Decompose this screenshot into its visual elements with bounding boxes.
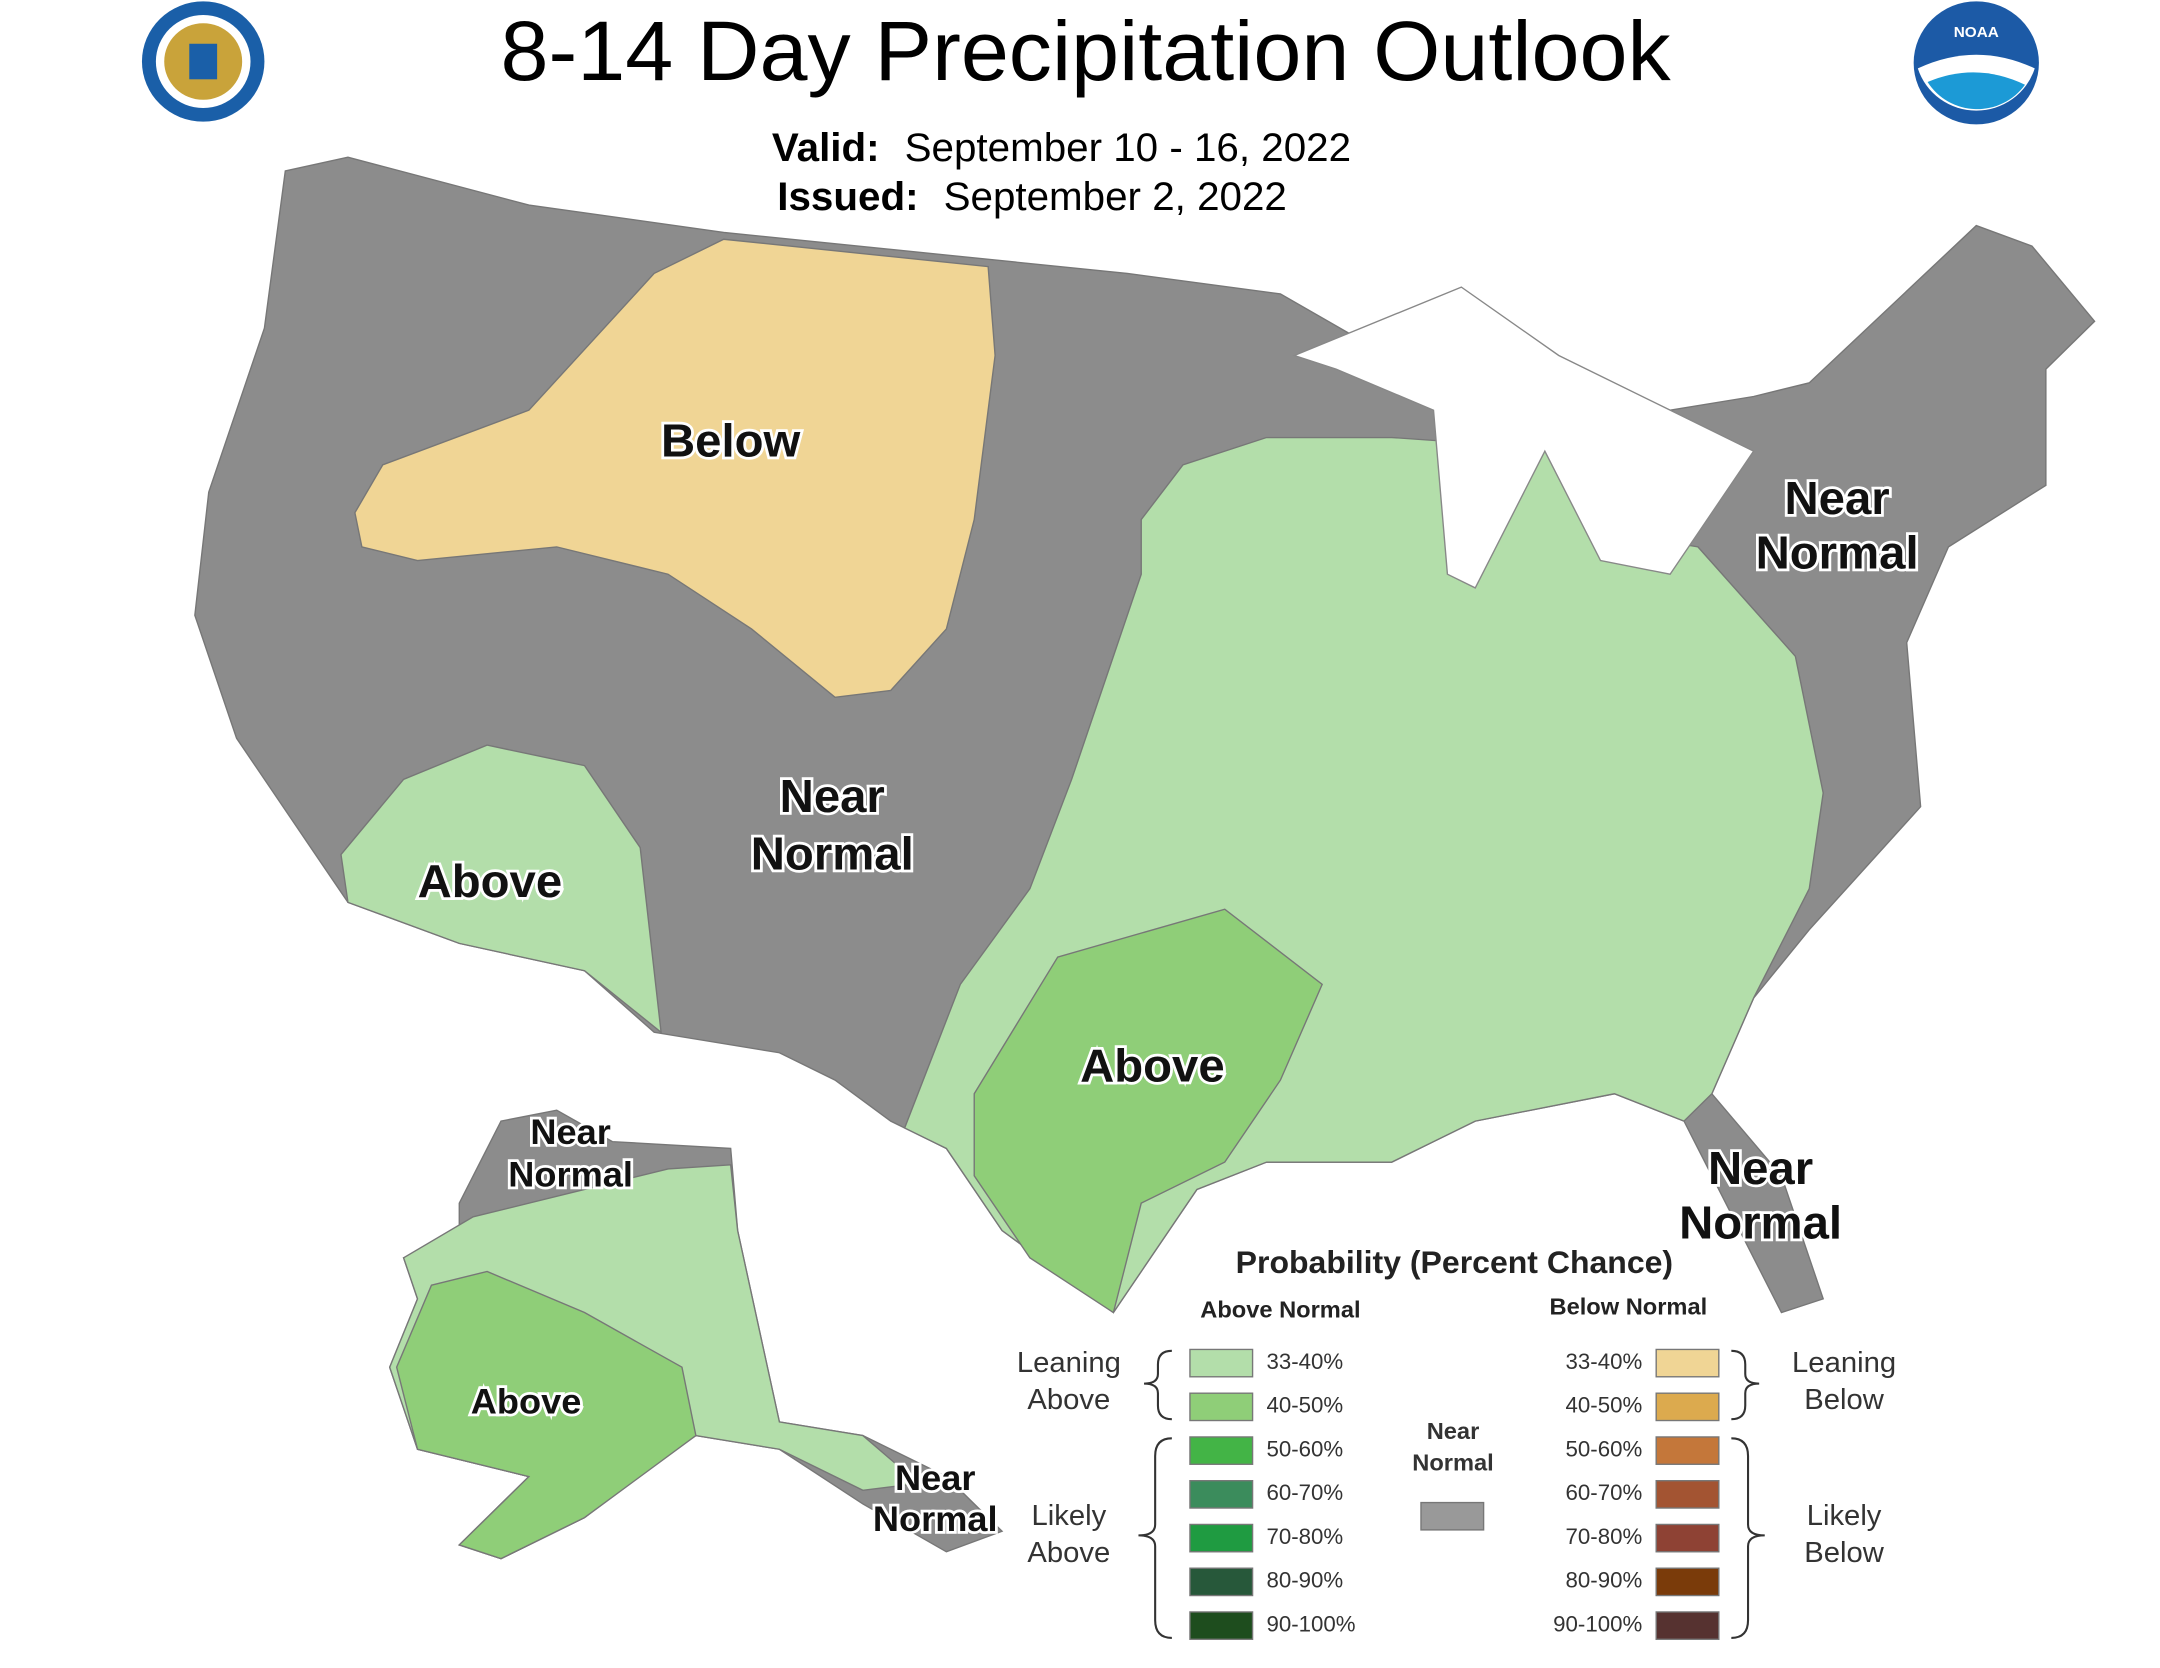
map-label: Normal [508, 1155, 633, 1195]
legend-swatch [1189, 1567, 1254, 1597]
valid-label: Valid: [772, 126, 880, 170]
legend-group-label: Above [1027, 1537, 1110, 1569]
legend-group-label: Leaning [1017, 1347, 1121, 1379]
legend-group-label: Leaning [1792, 1347, 1896, 1379]
map-label: Above [418, 855, 563, 907]
legend-label: 33-40% [1266, 1349, 1343, 1374]
legend-label: 70-80% [1566, 1524, 1643, 1549]
legend-swatch [1655, 1611, 1720, 1640]
legend-swatch [1189, 1480, 1254, 1509]
legend-swatch [1189, 1611, 1254, 1640]
map-label: Above [1080, 1040, 1225, 1092]
legend-swatch [1655, 1436, 1720, 1465]
legend-group-label: Above [1027, 1384, 1110, 1416]
legend-group-label: Likely [1031, 1500, 1106, 1532]
great-lakes [1292, 286, 1755, 589]
legend-above-header: Above Normal [1200, 1296, 1360, 1322]
noaa-logo-text: NOAA [1954, 24, 1999, 41]
map-label: Normal [873, 1499, 998, 1539]
legend-label: 60-70% [1566, 1480, 1643, 1505]
legend-swatch [1189, 1523, 1254, 1553]
map-label: Near [1708, 1142, 1813, 1194]
alaska-above-dark [395, 1270, 697, 1560]
map-label: Near [895, 1458, 975, 1498]
legend-label: 70-80% [1266, 1524, 1343, 1549]
map-label: Above [471, 1382, 582, 1422]
map-label: Normal [1756, 527, 1919, 579]
issued-date: September 2, 2022 [944, 175, 1287, 219]
legend-label: 50-60% [1266, 1437, 1343, 1462]
above-texas-region [973, 908, 1324, 1314]
legend-label: 90-100% [1553, 1612, 1642, 1637]
legend-label: 60-70% [1266, 1480, 1343, 1505]
legend-label: 33-40% [1566, 1349, 1643, 1374]
legend-swatch [1189, 1348, 1254, 1378]
legend-swatch [1655, 1523, 1720, 1553]
issued-label: Issued: [777, 175, 918, 219]
legend-group-label: Likely [1807, 1500, 1882, 1532]
map-label: Near [780, 770, 885, 822]
legend-swatch [1189, 1392, 1254, 1422]
legend-swatch [1655, 1480, 1720, 1509]
legend-near-normal-label: Near [1427, 1418, 1480, 1444]
map-label: Normal [1679, 1197, 1842, 1249]
legend-swatch [1189, 1436, 1254, 1465]
legend-group-label: Below [1804, 1384, 1884, 1416]
legend-title: Probability (Percent Chance) [1236, 1244, 1673, 1280]
map-label: Normal [751, 828, 914, 880]
noaa-logo [1913, 1, 2039, 125]
legend-below-header: Below Normal [1550, 1294, 1708, 1320]
legend-label: 40-50% [1566, 1393, 1643, 1418]
legend-braces [1138, 1349, 1765, 1639]
legend-label: 50-60% [1566, 1437, 1643, 1462]
map-label: Below [661, 415, 801, 467]
title: 8-14 Day Precipitation Outlook [501, 4, 1671, 98]
legend-swatch [1655, 1348, 1720, 1378]
below-region [354, 238, 996, 698]
legend-label: 40-50% [1266, 1393, 1343, 1418]
map-label: Near [1785, 472, 1890, 524]
legend-label: 90-100% [1266, 1612, 1355, 1637]
legend-label: 80-90% [1266, 1568, 1343, 1593]
legend-swatch [1655, 1567, 1720, 1597]
valid-date: September 10 - 16, 2022 [905, 126, 1351, 170]
legend-near-normal-label: Normal [1412, 1450, 1493, 1476]
legend-label: 80-90% [1566, 1568, 1643, 1593]
legend-group-label: Below [1804, 1537, 1884, 1569]
above-west-region [340, 744, 662, 1034]
legend-swatch [1420, 1501, 1485, 1531]
commerce-logo [141, 1, 265, 122]
legend-swatch [1655, 1392, 1720, 1422]
map-label: Near [530, 1112, 610, 1152]
